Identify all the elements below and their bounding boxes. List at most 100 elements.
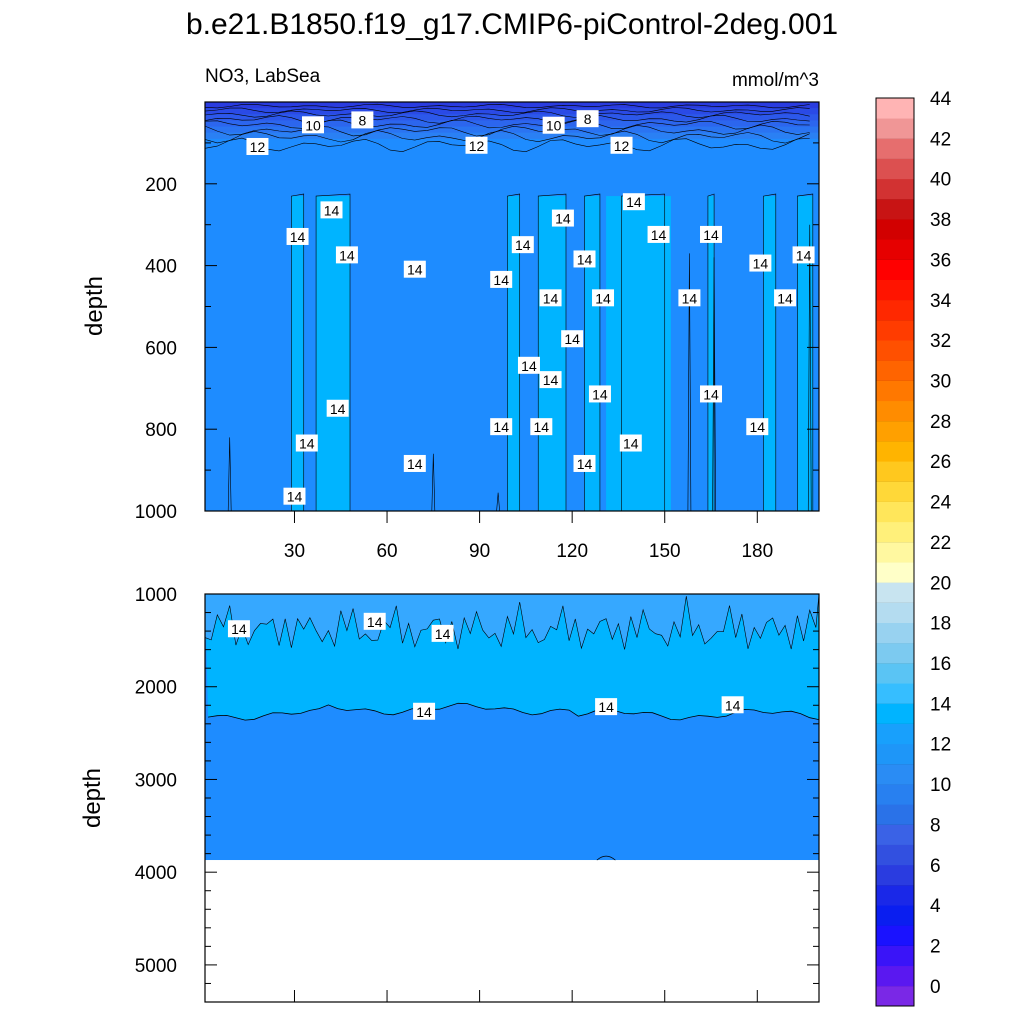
upper-band-outline-8 xyxy=(797,193,814,511)
upper-contour-label-10-box xyxy=(403,260,426,278)
colorbar-label-2: 4 xyxy=(930,896,941,917)
colorbar-swatch-10 xyxy=(876,784,914,805)
colorbar-label-15: 30 xyxy=(930,371,951,392)
upper-contour-label-26-text: 14 xyxy=(543,372,559,388)
upper-contour-label-32: 14 xyxy=(530,418,553,436)
upper-contour-label-1-text: 10 xyxy=(305,117,321,133)
upper-spike-2 xyxy=(496,492,500,511)
upper-contour-label-2: 12 xyxy=(246,137,269,155)
upper-contour-label-0-box xyxy=(351,111,374,129)
upper-contour-label-3-box xyxy=(465,136,488,154)
upper-contour-label-15: 14 xyxy=(561,330,584,348)
upper-contour-label-27-text: 14 xyxy=(592,386,608,402)
upper-contour-label-8: 14 xyxy=(320,201,343,219)
colorbar-label-10: 20 xyxy=(930,573,951,594)
upper-band-outline-4 xyxy=(584,193,601,511)
upper-band-outline-2 xyxy=(507,193,521,511)
page-title: b.e21.B1850.f19_g17.CMIP6-piControl-2deg… xyxy=(185,8,839,41)
upper-band-outline-0 xyxy=(291,193,305,511)
colorbar-swatch-24 xyxy=(876,501,914,523)
upper-xtick-label-5: 180 xyxy=(741,541,773,562)
lower-ytick-label-1: 2000 xyxy=(135,678,177,699)
lower-contour-label-5: 14 xyxy=(721,696,744,714)
upper-spike-3 xyxy=(687,253,692,511)
upper-contour-label-35-text: 14 xyxy=(407,456,423,472)
colorbar-swatch-28 xyxy=(876,420,914,442)
upper-contour-label-34-box xyxy=(746,418,769,436)
upper-contour-label-31-box xyxy=(490,418,513,436)
upper-contour-label-14: 14 xyxy=(539,289,562,307)
upper-contour-label-16: 14 xyxy=(573,250,596,268)
upper-contour-label-14-text: 14 xyxy=(543,290,559,306)
lower-ytick-label-3: 4000 xyxy=(135,863,177,884)
lower-bottom-bump xyxy=(596,855,616,861)
lower-contour-label-2-box xyxy=(431,624,454,642)
upper-contour-label-20-box xyxy=(678,289,701,307)
upper-contour-label-7-box xyxy=(286,227,309,245)
lower-ytick-label-4: 5000 xyxy=(135,956,177,977)
colorbar-label-12: 24 xyxy=(930,493,952,514)
upper-contour-label-1-box xyxy=(301,116,324,134)
upper-contour-label-4: 10 xyxy=(542,116,565,134)
upper-contour-label-11-text: 14 xyxy=(493,272,509,288)
upper-surface-contour-1 xyxy=(205,107,810,114)
colorbar-label-18: 36 xyxy=(930,250,951,271)
upper-contour-label-4-box xyxy=(542,116,565,134)
upper-contour-label-30-text: 14 xyxy=(299,436,315,452)
upper-contour-label-22: 14 xyxy=(749,254,772,272)
lower-contour-label-4: 14 xyxy=(595,698,618,716)
colorbar-swatch-37 xyxy=(876,239,914,260)
colorbar-swatch-9 xyxy=(876,804,914,825)
upper-contour-label-15-box xyxy=(561,330,584,348)
colorbar-swatch-23 xyxy=(876,521,914,543)
colorbar-swatch-31 xyxy=(876,360,914,381)
colorbar-swatch-39 xyxy=(876,198,914,220)
colorbar-label-4: 8 xyxy=(930,815,941,836)
upper-contour-label-26: 14 xyxy=(539,371,562,389)
colorbar-swatch-34 xyxy=(876,299,914,321)
colorbar-swatch-36 xyxy=(876,259,914,280)
colorbar-swatch-6 xyxy=(876,864,914,886)
colorbar-swatch-22 xyxy=(876,541,914,563)
upper-contour-label-25-text: 14 xyxy=(521,358,537,374)
lower-contour-label-4-text: 14 xyxy=(598,699,614,715)
upper-contour-label-18-text: 14 xyxy=(626,194,642,210)
colorbar-label-14: 28 xyxy=(930,412,951,433)
colorbar-swatch-14 xyxy=(876,703,914,724)
upper-contour-label-26-box xyxy=(539,371,562,389)
colorbar-swatch-16 xyxy=(876,662,914,684)
upper-contour-label-37-text: 14 xyxy=(287,489,303,505)
colorbar-swatch-42 xyxy=(876,138,914,159)
upper-band-outline-7 xyxy=(763,193,777,511)
colorbar-label-5: 10 xyxy=(930,775,951,796)
lower-contour-label-5-text: 14 xyxy=(725,697,741,713)
colorbar-swatch-26 xyxy=(876,461,914,482)
upper-xtick-label-0: 30 xyxy=(284,541,305,562)
upper-surface-contour-0 xyxy=(205,103,810,109)
upper-band-1 xyxy=(316,196,351,511)
lower-contour-label-2-text: 14 xyxy=(435,626,451,642)
lower-pocket-contour xyxy=(205,594,819,650)
upper-contour-label-8-text: 14 xyxy=(324,202,340,218)
colorbar-label-1: 2 xyxy=(930,936,941,957)
upper-contour-label-6: 12 xyxy=(610,136,633,154)
upper-surface-contour-6 xyxy=(205,130,810,144)
upper-contour-label-22-box xyxy=(749,254,772,272)
colorbar-swatch-17 xyxy=(876,642,914,664)
colorbar-swatch-2 xyxy=(876,945,914,967)
upper-contour-label-30: 14 xyxy=(295,434,318,452)
upper-contour-label-21: 14 xyxy=(700,225,723,243)
lower-contour-lines xyxy=(205,594,819,861)
upper-contour-label-35-box xyxy=(403,454,426,472)
colorbar-label-7: 14 xyxy=(930,694,952,715)
lower-axes: 1000 2000 3000 4000 5000 xyxy=(135,585,819,1002)
upper-contour-label-12-box xyxy=(511,236,534,254)
upper-contour-label-21-box xyxy=(700,225,723,243)
lower-contour-label-0: 14 xyxy=(227,620,250,638)
upper-contour-label-2-box xyxy=(246,137,269,155)
upper-panel: 8 10 12 12 10 8 12 14 14 14 14 14 14 14 14 14 14 14 14 14 14… xyxy=(81,66,820,562)
upper-contour-label-28: 14 xyxy=(700,385,723,403)
upper-left-title: NO3, LabSea xyxy=(205,66,321,87)
upper-contour-label-36: 14 xyxy=(573,454,596,472)
upper-spike-4 xyxy=(712,257,716,511)
